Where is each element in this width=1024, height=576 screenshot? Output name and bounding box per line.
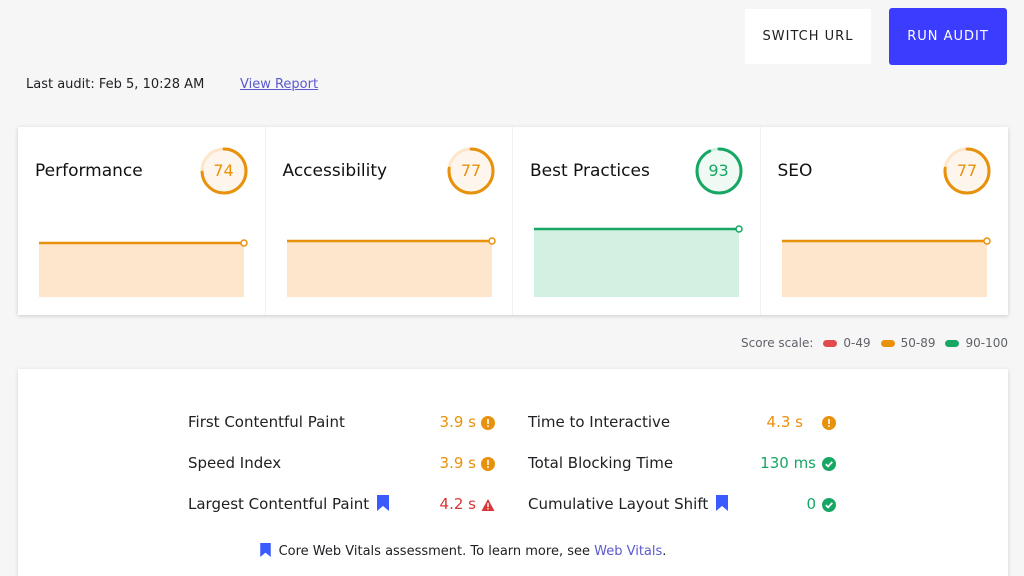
metric-value: 3.9 s bbox=[439, 413, 476, 431]
metric-row: First Contentful Paint 3.9 s bbox=[188, 413, 497, 435]
score-value: 93 bbox=[708, 161, 729, 180]
score-arc bbox=[200, 147, 247, 195]
scale-swatch bbox=[945, 339, 960, 347]
scale-swatch bbox=[880, 339, 895, 347]
metrics-panel: Core Web Vitals assessment. To learn mor… bbox=[18, 369, 1008, 576]
info-circle-icon bbox=[481, 416, 495, 430]
metric-row: Speed Index 3.9 s bbox=[188, 454, 497, 476]
metric-label: Cumulative Layout Shift bbox=[528, 495, 729, 513]
metric-row: Time to Interactive 4.3 s bbox=[528, 413, 838, 435]
note-end: . bbox=[662, 544, 667, 559]
score-arc bbox=[695, 147, 742, 195]
score-arc bbox=[447, 147, 495, 195]
score-history-sparkline bbox=[534, 225, 743, 297]
score-card-performance[interactable]: Performance 74 bbox=[18, 127, 266, 315]
metric-row: Cumulative Layout Shift 0 bbox=[528, 495, 838, 517]
metric-label-text: First Contentful Paint bbox=[188, 413, 345, 431]
sparkline-area bbox=[39, 243, 244, 297]
score-gauge: 77 bbox=[942, 146, 992, 196]
metric-label-text: Time to Interactive bbox=[528, 413, 671, 431]
metric-value: 0 bbox=[806, 495, 816, 513]
sparkline-area bbox=[781, 241, 987, 297]
score-value: 77 bbox=[460, 161, 482, 180]
metric-row: Total Blocking Time 130 ms bbox=[528, 454, 838, 476]
core-web-vital-bookmark-icon bbox=[377, 495, 390, 511]
bookmark-icon bbox=[259, 543, 271, 557]
metric-label: Speed Index bbox=[188, 454, 281, 472]
web-vitals-link[interactable]: Web Vitals bbox=[594, 544, 663, 559]
card-title: Best Practices bbox=[530, 161, 650, 181]
score-scale-legend: Score scale: 0-49 50-89 90-100 bbox=[741, 336, 1008, 350]
score-history-sparkline bbox=[286, 237, 496, 297]
scale-range: 90-100 bbox=[965, 336, 1008, 350]
check-circle-icon bbox=[822, 498, 836, 512]
metric-label-text: Largest Contentful Paint bbox=[188, 495, 370, 513]
metric-value: 4.3 s bbox=[766, 413, 803, 431]
core-web-vital-bookmark-icon bbox=[716, 495, 729, 511]
metric-label-text: Total Blocking Time bbox=[528, 454, 674, 472]
score-card-seo[interactable]: SEO 77 bbox=[760, 127, 1008, 315]
metric-value: 4.2 s bbox=[439, 495, 476, 513]
score-arc bbox=[943, 147, 991, 195]
score-gauge: 93 bbox=[694, 146, 744, 196]
metric-label: Total Blocking Time bbox=[528, 454, 673, 472]
view-report-link[interactable]: View Report bbox=[240, 77, 319, 92]
score-card-accessibility[interactable]: Accessibility 77 bbox=[265, 127, 513, 315]
warning-triangle-icon bbox=[481, 499, 495, 511]
score-card-best-practices[interactable]: Best Practices 93 bbox=[513, 127, 761, 315]
score-value: 74 bbox=[213, 161, 234, 180]
metric-label: Largest Contentful Paint bbox=[188, 495, 390, 513]
run-audit-button[interactable]: RUN AUDIT bbox=[889, 8, 1007, 65]
last-audit-timestamp: Last audit: Feb 5, 10:28 AM bbox=[26, 77, 205, 92]
score-history-sparkline bbox=[781, 237, 991, 297]
metric-label-text: Speed Index bbox=[188, 454, 282, 472]
sparkline-area bbox=[534, 229, 739, 297]
score-history-sparkline bbox=[39, 239, 248, 297]
metric-row: Largest Contentful Paint 4.2 s bbox=[188, 495, 497, 517]
scale-range: 0-49 bbox=[843, 336, 871, 350]
core-web-vitals-note: Core Web Vitals assessment. To learn mor… bbox=[18, 543, 908, 559]
metric-label-text: Cumulative Layout Shift bbox=[528, 495, 709, 513]
score-gauge: 74 bbox=[199, 146, 249, 196]
sparkline-end-point bbox=[982, 237, 991, 245]
metric-value: 130 ms bbox=[760, 454, 816, 472]
metric-label: Time to Interactive bbox=[528, 413, 670, 431]
sparkline-end-point bbox=[240, 239, 248, 247]
note-text: Core Web Vitals assessment. To learn mor… bbox=[278, 544, 595, 559]
score-scale-label: Score scale: bbox=[740, 336, 814, 350]
card-title: SEO bbox=[777, 161, 813, 181]
metric-value: 3.9 s bbox=[439, 454, 476, 472]
score-cards: Performance 74 Accessibility 77 Best Practic… bbox=[18, 127, 1008, 315]
switch-url-button[interactable]: SWITCH URL bbox=[745, 9, 871, 64]
score-value: 77 bbox=[956, 161, 978, 180]
info-circle-icon bbox=[822, 416, 836, 430]
card-title: Performance bbox=[35, 161, 143, 181]
scale-range: 50-89 bbox=[900, 336, 936, 350]
sparkline-end-point bbox=[735, 225, 743, 233]
scale-swatch bbox=[823, 339, 838, 347]
sparkline-end-point bbox=[487, 237, 496, 245]
card-title: Accessibility bbox=[282, 161, 388, 181]
score-gauge: 77 bbox=[446, 146, 496, 196]
check-circle-icon bbox=[822, 457, 836, 471]
info-circle-icon bbox=[481, 457, 495, 471]
sparkline-area bbox=[286, 241, 492, 297]
metric-label: First Contentful Paint bbox=[188, 413, 345, 431]
